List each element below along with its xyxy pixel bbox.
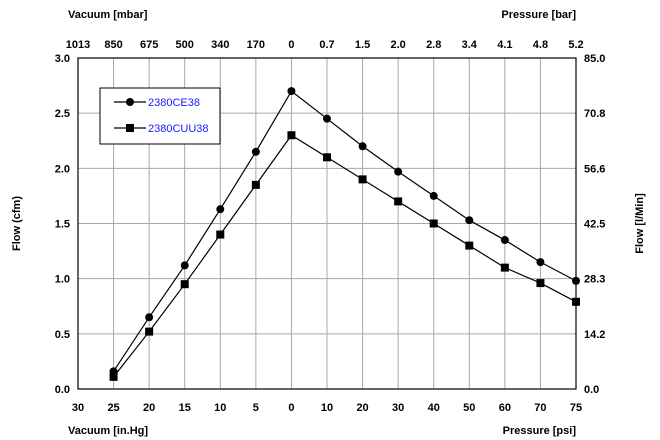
data-point-square: [287, 131, 296, 140]
legend-marker-square: [126, 124, 134, 132]
y-axis-label-left: Flow (cfm): [11, 196, 23, 251]
x-bottom-tick-label: 10: [321, 402, 333, 414]
x-bottom-tick-label: 30: [392, 402, 404, 414]
y-left-tick-label: 3.0: [55, 53, 70, 65]
x-bottom-tick-label: 25: [107, 402, 119, 414]
top-axis-label-pressure: Pressure [bar]: [501, 9, 576, 21]
data-point-square: [109, 372, 118, 381]
series-line: [113, 90, 577, 372]
legend-label: 2380CE38: [148, 97, 200, 109]
series-2380CE38: [109, 87, 580, 376]
data-point-circle: [500, 236, 509, 245]
y-right-tick-label: 85.0: [584, 53, 605, 65]
x-top-tick-label: 3.4: [462, 39, 478, 51]
y-right-tick-label: 0.0: [584, 384, 599, 396]
data-point-circle: [145, 313, 154, 322]
x-top-tick-label: 1013: [66, 39, 90, 51]
data-point-square: [358, 175, 367, 184]
data-point-circle: [287, 87, 296, 96]
data-point-circle: [216, 205, 225, 214]
x-bottom-tick-label: 5: [253, 402, 259, 414]
x-bottom-tick-label: 50: [463, 402, 475, 414]
grid: [78, 58, 576, 389]
y-left-tick-label: 0.0: [55, 384, 70, 396]
data-point-circle: [394, 167, 403, 176]
data-point-circle: [429, 191, 438, 200]
series-2380CUU38: [109, 131, 580, 381]
y-left-tick-label: 1.0: [55, 274, 70, 286]
data-point-circle: [323, 114, 331, 123]
x-bottom-tick-label: 70: [534, 402, 546, 414]
data-point-square: [394, 197, 403, 206]
x-bottom-tick-label: 20: [143, 402, 155, 414]
data-point-circle: [536, 258, 545, 267]
x-bottom-tick-label: 30: [72, 402, 84, 414]
legend: 2380CE38 2380CUU38: [99, 87, 221, 145]
x-bottom-tick-label: 20: [356, 402, 368, 414]
x-top-tick-label: 1.5: [355, 39, 370, 51]
data-point-square: [500, 263, 509, 272]
x-bottom-tick-label: 40: [428, 402, 440, 414]
data-point-square: [180, 280, 189, 289]
y-right-tick-label: 28.3: [584, 274, 605, 286]
data-point-square: [465, 241, 474, 250]
series-line: [113, 134, 577, 378]
y-left-tick-label: 0.5: [55, 329, 70, 341]
x-top-tick-label: 500: [176, 39, 194, 51]
y-right-tick-label: 70.8: [584, 108, 605, 120]
series-layer: [109, 87, 580, 381]
y-left-tick-label: 1.5: [55, 219, 70, 231]
legend-marker-circle: [126, 98, 134, 106]
data-point-circle: [572, 276, 580, 285]
x-top-tick-label: 5.2: [568, 39, 583, 51]
x-top-tick-label: 2.8: [426, 39, 441, 51]
data-point-circle: [180, 261, 189, 270]
x-top-tick-label: 850: [104, 39, 122, 51]
data-point-square: [429, 219, 438, 228]
legend-label: 2380CUU38: [148, 123, 209, 135]
x-top-tick-label: 0.7: [319, 39, 334, 51]
x-top-tick-label: 340: [211, 39, 229, 51]
bottom-axis-label-pressure: Pressure [psi]: [503, 425, 577, 437]
data-point-square: [216, 230, 225, 239]
data-point-square: [536, 279, 545, 288]
data-point-square: [323, 153, 331, 162]
top-axis-label-vacuum: Vacuum [mbar]: [68, 9, 148, 21]
legend-box: [99, 87, 221, 145]
y-axis-label-right: Flow [l/Min]: [634, 193, 646, 254]
x-top-tick-label: 170: [247, 39, 265, 51]
y-right-tick-label: 14.2: [584, 329, 605, 341]
data-point-circle: [465, 216, 474, 225]
y-right-tick-label: 42.5: [584, 219, 605, 231]
x-top-tick-label: 675: [140, 39, 158, 51]
data-point-circle: [251, 147, 260, 156]
y-left-tick-label: 2.0: [55, 163, 70, 175]
data-point-square: [145, 327, 154, 336]
x-bottom-tick-label: 60: [499, 402, 511, 414]
x-bottom-tick-label: 0: [288, 402, 294, 414]
x-bottom-tick-label: 15: [179, 402, 191, 414]
data-point-square: [251, 180, 260, 189]
bottom-axis-label-vacuum: Vacuum [in.Hg]: [68, 425, 148, 437]
y-left-tick-label: 2.5: [55, 108, 70, 120]
data-point-square: [572, 297, 580, 306]
plot-frame: [77, 57, 577, 390]
x-bottom-tick-label: 75: [570, 402, 582, 414]
x-bottom-tick-label: 10: [214, 402, 226, 414]
y-right-tick-label: 56.6: [584, 163, 605, 175]
data-point-circle: [358, 142, 367, 151]
x-top-tick-label: 2.0: [390, 39, 405, 51]
x-top-tick-label: 0: [288, 39, 294, 51]
x-top-tick-label: 4.1: [497, 39, 512, 51]
x-top-tick-label: 4.8: [533, 39, 548, 51]
